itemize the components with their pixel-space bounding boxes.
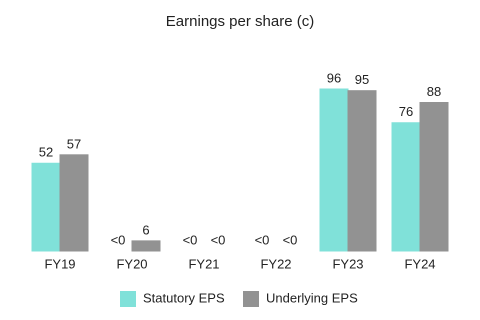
bar: [59, 154, 89, 252]
value-label: <0: [211, 232, 226, 247]
value-label: <0: [255, 232, 270, 247]
x-tick-label: FY24: [404, 256, 435, 271]
value-label: 57: [67, 136, 81, 151]
legend-label: Underlying EPS: [266, 290, 358, 305]
bar: [319, 88, 349, 252]
x-tick-label: FY19: [44, 256, 75, 271]
bar: [131, 240, 161, 252]
value-label: 76: [399, 104, 413, 119]
chart-title: Earnings per share (c): [166, 13, 314, 30]
bar: [31, 162, 61, 252]
legend-swatch: [243, 291, 259, 307]
value-label: <0: [111, 232, 126, 247]
value-label: 52: [39, 145, 53, 160]
value-label: 88: [427, 84, 441, 99]
legend-swatch: [120, 291, 136, 307]
x-tick-label: FY23: [332, 256, 363, 271]
bar: [347, 90, 377, 252]
x-tick-label: FY21: [188, 256, 219, 271]
x-tick-label: FY20: [116, 256, 147, 271]
value-label: 95: [355, 72, 369, 87]
value-label: <0: [283, 232, 298, 247]
value-label: <0: [183, 232, 198, 247]
x-tick-label: FY22: [260, 256, 291, 271]
value-label: 6: [142, 222, 149, 237]
legend-label: Statutory EPS: [143, 290, 225, 305]
bar: [391, 122, 421, 252]
bar: [419, 102, 449, 252]
value-label: 96: [327, 70, 341, 85]
